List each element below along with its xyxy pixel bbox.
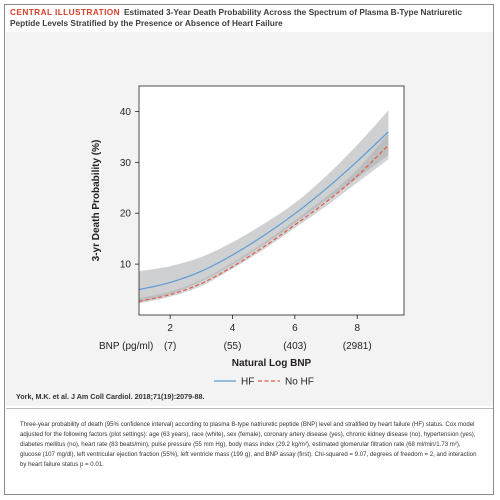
figure-title: Estimated 3-Year Death Probability Acros… (10, 7, 462, 28)
x-axis-title: Natural Log BNP (232, 358, 312, 369)
x-tick-label: 4 (230, 323, 236, 334)
chart: 10 20 30 40 2 (7) 4 (55) 6 (403) 8 (2981) 3-yr Dea… (91, 85, 405, 388)
x-tick-label: 2 (167, 323, 173, 334)
y-tick-label: 40 (120, 107, 132, 118)
x-tick-label: 6 (292, 323, 298, 334)
series-line-hf (138, 131, 389, 291)
x-secondary-tick-label: (7) (164, 341, 176, 352)
x-tick-label: 8 (354, 323, 360, 334)
chart-panel: 10 20 30 40 2 (7) 4 (55) 6 (403) 8 (2981) 3-yr Dea… (6, 32, 493, 406)
x-secondary-tick-label: (2981) (343, 341, 372, 352)
central-illustration-label: CENTRAL ILLUSTRATION (10, 7, 121, 17)
citation: York, M.K. et al. J Am Coll Cardiol. 201… (16, 392, 205, 401)
figure-header: CENTRAL ILLUSTRATION Estimated 3-Year Dea… (10, 7, 490, 29)
x-secondary-tick-label: (55) (224, 341, 242, 352)
x-secondary-axis-title: BNP (pg/ml) (99, 341, 153, 352)
plot-border (138, 85, 405, 316)
figure-frame (4, 4, 494, 495)
y-tick-label: 30 (120, 158, 132, 169)
figure-caption: Three-year probability of death (95% con… (20, 421, 477, 468)
ci-band-hf (139, 110, 389, 303)
series-line-no-hf (138, 144, 389, 302)
legend-label-no-hf: No HF (285, 377, 314, 388)
y-tick-label: 20 (120, 209, 132, 220)
legend-label-hf: HF (241, 377, 254, 388)
y-axis-title: 3-yr Death Probability (%) (91, 140, 102, 262)
x-secondary-tick-label: (403) (283, 341, 306, 352)
y-tick-label: 10 (120, 260, 132, 271)
legend: HF No HF (214, 377, 314, 388)
divider (6, 408, 493, 409)
